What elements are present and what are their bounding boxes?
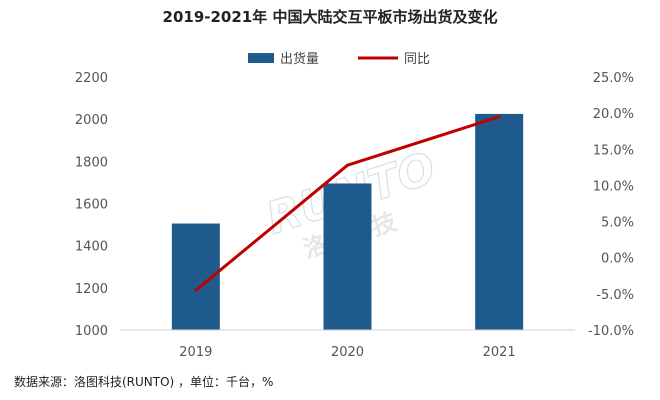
bar-series <box>171 113 524 330</box>
yoy-point-2019 <box>194 288 198 292</box>
bar-2020 <box>323 183 372 330</box>
x-tick-label: 2019 <box>179 345 212 360</box>
left-tick-label: 2000 <box>75 113 108 128</box>
left-tick-label: 1600 <box>75 198 108 213</box>
right-tick-label: 10.0% <box>593 179 634 194</box>
right-tick-label: 5.0% <box>601 216 634 231</box>
line-series <box>194 115 501 292</box>
left-tick-label: 1000 <box>75 324 108 339</box>
legend-swatch-bar <box>248 53 274 63</box>
x-tick-label: 2021 <box>483 345 516 360</box>
left-tick-label: 2200 <box>75 71 108 86</box>
footnote: 数据来源：洛图科技(RUNTO) ，单位：千台，% <box>14 375 274 389</box>
left-tick-label: 1400 <box>75 240 108 255</box>
right-tick-label: 0.0% <box>601 252 634 267</box>
left-axis: 1000 1200 1400 1600 1800 2000 2200 <box>75 71 108 339</box>
bar-2021 <box>475 113 524 330</box>
right-tick-label: 20.0% <box>593 107 634 122</box>
right-tick-label: 25.0% <box>593 71 634 86</box>
chart-title: 2019-2021年 中国大陆交互平板市场出货及变化 <box>163 8 498 26</box>
right-tick-label: -10.0% <box>588 324 634 339</box>
left-tick-label: 1200 <box>75 282 108 297</box>
legend-label-bar: 出货量 <box>280 51 319 67</box>
x-axis: 2019 2020 2021 <box>179 345 515 360</box>
legend: 出货量 同比 <box>248 51 430 67</box>
x-tick-label: 2020 <box>331 345 364 360</box>
left-tick-label: 1800 <box>75 155 108 170</box>
right-tick-label: 15.0% <box>593 143 634 158</box>
legend-label-line: 同比 <box>404 52 430 67</box>
right-axis: -10.0% -5.0% 0.0% 5.0% 10.0% 15.0% 20.0% 25.0% <box>588 71 634 339</box>
right-tick-label: -5.0% <box>596 288 634 303</box>
yoy-point-2021 <box>497 115 501 119</box>
yoy-point-2020 <box>346 163 349 167</box>
